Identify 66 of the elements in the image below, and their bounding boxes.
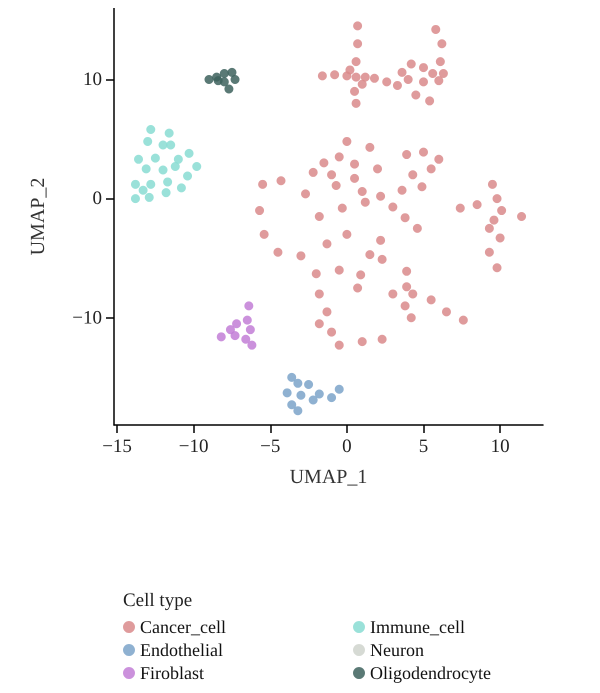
x-tick-label: 0 <box>342 436 352 457</box>
x-tick-label: 5 <box>418 436 428 457</box>
point <box>334 384 344 394</box>
point <box>293 378 302 388</box>
point <box>230 331 240 340</box>
point <box>327 393 336 402</box>
point <box>146 125 156 134</box>
point <box>304 380 314 389</box>
point <box>204 74 214 84</box>
point <box>130 194 140 204</box>
point <box>146 180 156 189</box>
y-tick-label: −10 <box>72 307 102 328</box>
point <box>308 395 318 404</box>
point <box>158 140 168 150</box>
legend-label: Endothelial <box>140 640 223 660</box>
legend-label: Immune_cell <box>370 617 465 637</box>
x-tick-label: −5 <box>260 436 280 457</box>
point <box>150 154 160 163</box>
point <box>183 171 192 180</box>
y-tick-label: 10 <box>83 68 102 90</box>
point <box>242 316 252 325</box>
point <box>134 154 144 164</box>
point <box>293 406 302 416</box>
point <box>224 84 234 94</box>
point <box>158 166 168 175</box>
point <box>214 76 223 86</box>
x-tick-label: −10 <box>178 436 209 457</box>
point <box>192 162 202 171</box>
point <box>130 180 140 189</box>
legend-label: Oligodendrocyte <box>370 663 491 683</box>
point <box>144 192 154 202</box>
point <box>246 325 255 334</box>
point <box>163 177 172 186</box>
legend-label: Neuron <box>370 640 424 660</box>
point <box>244 301 254 310</box>
point <box>227 68 236 77</box>
x-axis-title: UMAP_1 <box>290 466 368 488</box>
y-axis-title: UMAP_2 <box>27 178 49 256</box>
point <box>282 388 292 398</box>
point <box>164 128 174 138</box>
x-tick-label: −15 <box>102 436 132 457</box>
point <box>142 164 151 174</box>
point <box>184 148 194 158</box>
point <box>287 372 296 382</box>
point <box>166 140 176 150</box>
legend-label: Cancer_cell <box>140 617 226 637</box>
x-tick-label: 10 <box>490 436 510 457</box>
point <box>220 69 229 78</box>
point <box>216 332 226 342</box>
point <box>230 74 240 84</box>
point <box>247 340 256 350</box>
y-tick-label: 0 <box>92 188 102 210</box>
point <box>232 319 242 328</box>
point <box>176 183 186 192</box>
point <box>162 188 171 198</box>
point <box>170 162 180 171</box>
point <box>138 186 148 195</box>
legend-label: Firoblast <box>140 663 204 683</box>
legend-title: Cell type <box>123 590 192 611</box>
point <box>314 390 324 399</box>
point <box>226 325 235 334</box>
point <box>287 400 296 410</box>
point <box>241 334 250 344</box>
point <box>143 136 152 146</box>
point <box>296 390 306 400</box>
point <box>174 154 183 164</box>
